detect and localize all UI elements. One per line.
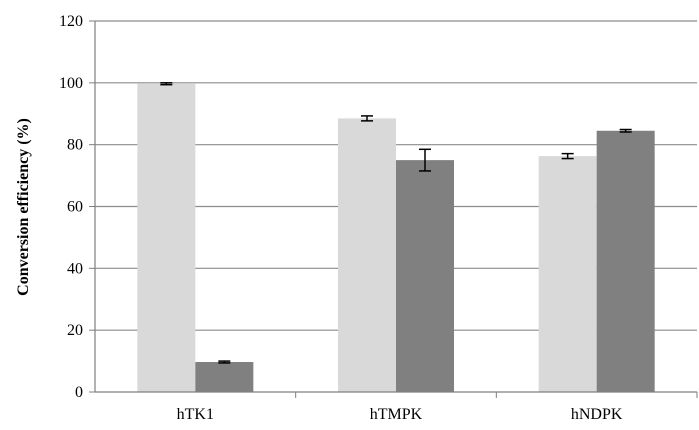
- bar: [396, 160, 454, 392]
- bar: [137, 83, 196, 392]
- x-category-label: hTK1: [177, 406, 214, 423]
- x-category-label: hTMPK: [370, 406, 423, 423]
- y-tick-label: 40: [67, 260, 83, 277]
- y-tick-label: 100: [59, 75, 83, 92]
- error-bars: [160, 82, 632, 364]
- y-tick-label: 20: [67, 322, 83, 339]
- bar: [195, 362, 254, 392]
- y-tick-label: 120: [59, 13, 83, 30]
- y-axis-title: Conversion efficiency (%): [15, 118, 32, 296]
- axes: [89, 20, 698, 398]
- y-tick-label: 0: [75, 384, 83, 401]
- bar: [596, 130, 655, 393]
- y-tick-label: 80: [67, 137, 83, 154]
- bars: [137, 83, 655, 393]
- labels: 0 20 40 60 80 100 120 hTK1 hTMPK hNDPK: [59, 13, 623, 423]
- bar: [538, 156, 597, 392]
- bar: [338, 118, 396, 392]
- y-tick-label: 60: [67, 199, 83, 216]
- x-category-label: hNDPK: [571, 406, 623, 423]
